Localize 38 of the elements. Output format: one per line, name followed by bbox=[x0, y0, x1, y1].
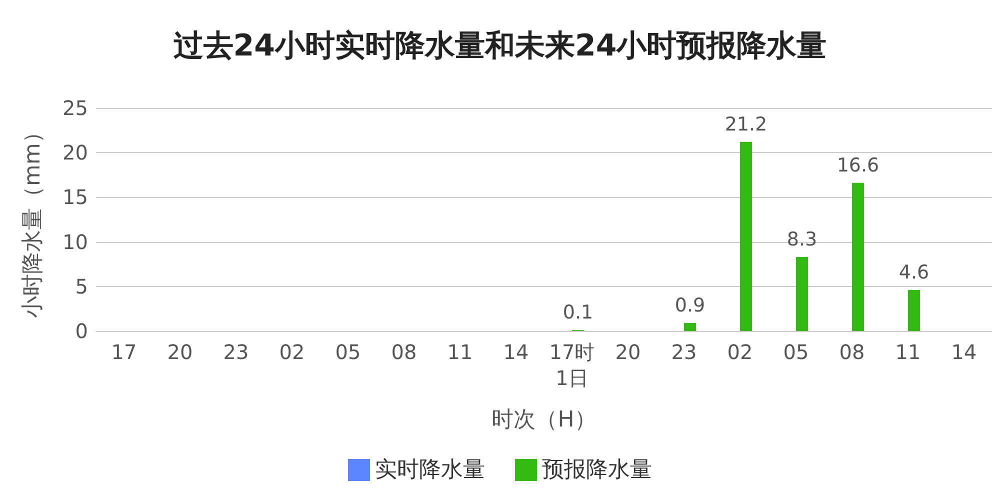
data-label: 16.6 bbox=[836, 154, 880, 176]
data-label: 0.1 bbox=[562, 302, 594, 324]
x-tick-label: 02 bbox=[727, 340, 753, 364]
y-tick-label: 20 bbox=[62, 140, 88, 165]
x-tick-label: 23 bbox=[223, 340, 249, 364]
y-tick-label: 5 bbox=[75, 274, 88, 298]
x-tick-label: 23 bbox=[671, 340, 697, 364]
x-tick-label: 20 bbox=[167, 340, 193, 364]
x-tick-label: 11 bbox=[895, 340, 921, 364]
y-tick-label: 25 bbox=[62, 96, 88, 120]
bar bbox=[796, 256, 808, 331]
bar bbox=[852, 182, 864, 331]
x-axis-title: 时次（H） bbox=[492, 408, 596, 432]
x-tick-label: 17时 1日 bbox=[549, 340, 595, 390]
x-tick-label: 17 bbox=[111, 340, 137, 364]
chart-title: 过去24小时实时降水量和未来24小时预报降水量 bbox=[173, 28, 827, 64]
bar bbox=[908, 290, 920, 331]
legend-label: 预报降水量 bbox=[542, 458, 652, 482]
y-tick-label: 10 bbox=[62, 230, 88, 254]
y-tick-label: 15 bbox=[62, 185, 88, 210]
x-tick-label: 14 bbox=[503, 340, 529, 364]
y-tick-label: 0 bbox=[75, 319, 88, 343]
data-label: 8.3 bbox=[786, 228, 818, 250]
x-tick-label: 05 bbox=[783, 340, 809, 364]
x-tick-label: 08 bbox=[839, 340, 865, 364]
data-label: 0.9 bbox=[674, 294, 706, 316]
legend-label: 实时降水量 bbox=[375, 458, 485, 482]
bar bbox=[684, 322, 696, 331]
x-tick-label: 02 bbox=[279, 340, 305, 364]
y-axis-title: 小时降水量（mm） bbox=[20, 121, 46, 318]
x-tick-label: 11 bbox=[447, 340, 473, 364]
data-label: 4.6 bbox=[898, 261, 930, 284]
x-tick-label: 20 bbox=[615, 340, 641, 364]
x-tick-label: 14 bbox=[951, 340, 977, 364]
x-tick-label: 08 bbox=[391, 340, 417, 364]
bar bbox=[740, 142, 752, 331]
x-tick-label: 05 bbox=[335, 340, 361, 364]
data-label: 21.2 bbox=[724, 113, 768, 136]
